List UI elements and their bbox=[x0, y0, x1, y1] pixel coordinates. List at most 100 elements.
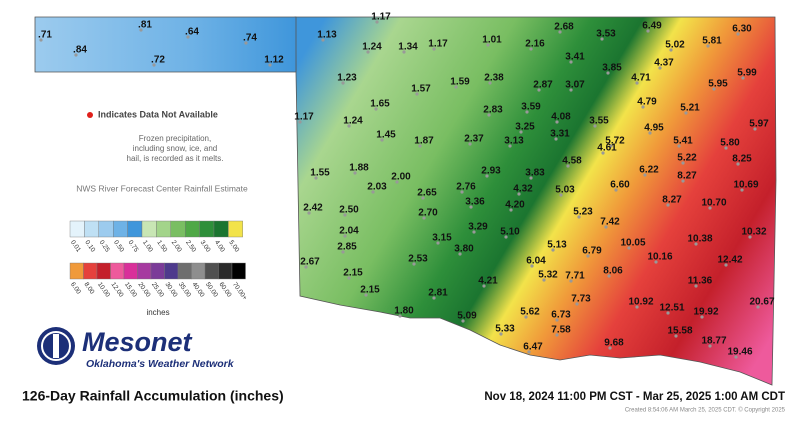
station-dot bbox=[635, 305, 639, 309]
legend-swatch bbox=[228, 220, 243, 238]
station-dot bbox=[753, 127, 757, 131]
station-dot bbox=[524, 315, 528, 319]
station-value: 6.49 bbox=[642, 21, 662, 32]
station-value: 1.17 bbox=[371, 12, 391, 23]
station-value: 4.95 bbox=[644, 123, 664, 134]
station-value: 2.37 bbox=[464, 134, 484, 145]
legend-label: 0.01 bbox=[69, 239, 82, 254]
station-value: 5.03 bbox=[555, 185, 575, 196]
station-value: 6.73 bbox=[551, 310, 571, 321]
station-value: 3.80 bbox=[454, 244, 474, 255]
station-dot bbox=[586, 254, 590, 258]
station-dot bbox=[39, 38, 43, 42]
station-value: 2.42 bbox=[303, 203, 323, 214]
station-dot bbox=[601, 151, 605, 155]
station-dot bbox=[658, 66, 662, 70]
legend-swatch bbox=[127, 220, 143, 238]
station-value: 9.68 bbox=[604, 338, 624, 349]
legend-label: 35.00 bbox=[177, 281, 192, 299]
station-dot bbox=[608, 346, 612, 350]
station-value: 12.51 bbox=[659, 303, 684, 314]
station-value: 1.12 bbox=[264, 55, 284, 66]
station-value: 2.50 bbox=[339, 205, 359, 216]
station-dot bbox=[482, 284, 486, 288]
station-dot bbox=[577, 215, 581, 219]
station-dot bbox=[374, 107, 378, 111]
station-value: 1.24 bbox=[343, 116, 363, 127]
station-dot bbox=[530, 264, 534, 268]
station-value: 12.42 bbox=[717, 255, 742, 266]
station-value: 8.06 bbox=[603, 266, 623, 277]
station-value: .74 bbox=[243, 33, 257, 44]
station-dot bbox=[244, 41, 248, 45]
station-dot bbox=[681, 179, 685, 183]
station-dot bbox=[627, 246, 631, 250]
legend-swatch bbox=[177, 262, 192, 280]
legend-swatch bbox=[83, 262, 98, 280]
station-value: 1.17 bbox=[428, 39, 448, 50]
station-value: 5.80 bbox=[720, 138, 740, 149]
station-value: 2.83 bbox=[483, 105, 503, 116]
station-dot bbox=[321, 38, 325, 42]
station-dot bbox=[525, 110, 529, 114]
station-dot bbox=[380, 138, 384, 142]
station-dot bbox=[418, 144, 422, 148]
station-dot bbox=[648, 131, 652, 135]
station-dot bbox=[724, 146, 728, 150]
station-value: 3.15 bbox=[432, 233, 452, 244]
station-dot bbox=[421, 196, 425, 200]
legend-swatch bbox=[137, 262, 152, 280]
missing-dot bbox=[87, 112, 93, 118]
station-value: 5.99 bbox=[737, 68, 757, 79]
legend-label: 12.00 bbox=[109, 281, 124, 299]
legend-swatch bbox=[112, 220, 128, 238]
station-dot bbox=[432, 296, 436, 300]
station-value: 1.87 bbox=[414, 136, 434, 147]
station-value: 3.59 bbox=[521, 102, 541, 113]
station-dot bbox=[353, 171, 357, 175]
legend-unit: inches bbox=[146, 308, 169, 317]
map-title: 126-Day Rainfall Accumulation (inches) bbox=[22, 388, 284, 404]
station-value: 8.25 bbox=[732, 154, 752, 165]
station-dot bbox=[468, 142, 472, 146]
station-value: 5.13 bbox=[547, 240, 567, 251]
station-dot bbox=[537, 88, 541, 92]
legend-label: 10.00 bbox=[96, 281, 111, 299]
station-value: .72 bbox=[151, 55, 165, 66]
station-value: 10.70 bbox=[701, 198, 726, 209]
station-dot bbox=[517, 192, 521, 196]
legend-label: 20.00 bbox=[136, 281, 151, 299]
station-dot bbox=[566, 164, 570, 168]
station-value: 4.21 bbox=[478, 276, 498, 287]
station-dot bbox=[343, 234, 347, 238]
station-dot bbox=[298, 120, 302, 124]
station-value: 2.04 bbox=[339, 226, 359, 237]
credit: Created 8:54:06 AM March 25, 2025 CDT. ©… bbox=[625, 407, 786, 414]
legend-label: 0.10 bbox=[83, 239, 96, 254]
legend-swatch bbox=[199, 220, 215, 238]
legend-label: 1.00 bbox=[141, 239, 154, 254]
state-body bbox=[294, 16, 777, 386]
station-dot bbox=[519, 130, 523, 134]
station-value: 1.17 bbox=[294, 112, 314, 123]
legend-label: 25.00 bbox=[150, 281, 165, 299]
legend-label: 70.00+ bbox=[231, 281, 248, 302]
station-value: 1.59 bbox=[450, 77, 470, 88]
station-dot bbox=[740, 188, 744, 192]
station-value: 5.22 bbox=[677, 153, 697, 164]
legend-label: 60.00 bbox=[217, 281, 232, 299]
legend-swatch bbox=[150, 262, 165, 280]
station-dot bbox=[706, 44, 710, 48]
station-dot bbox=[486, 43, 490, 47]
station-value: 2.68 bbox=[554, 22, 574, 33]
station-value: 6.04 bbox=[526, 256, 546, 267]
station-dot bbox=[527, 350, 531, 354]
station-dot bbox=[569, 88, 573, 92]
station-dot bbox=[724, 263, 728, 267]
station-dot bbox=[74, 53, 78, 57]
station-dot bbox=[415, 92, 419, 96]
station-value: 4.58 bbox=[562, 156, 582, 167]
station-value: 1.45 bbox=[376, 130, 396, 141]
station-value: 10.69 bbox=[733, 180, 758, 191]
station-value: 2.00 bbox=[391, 172, 411, 183]
